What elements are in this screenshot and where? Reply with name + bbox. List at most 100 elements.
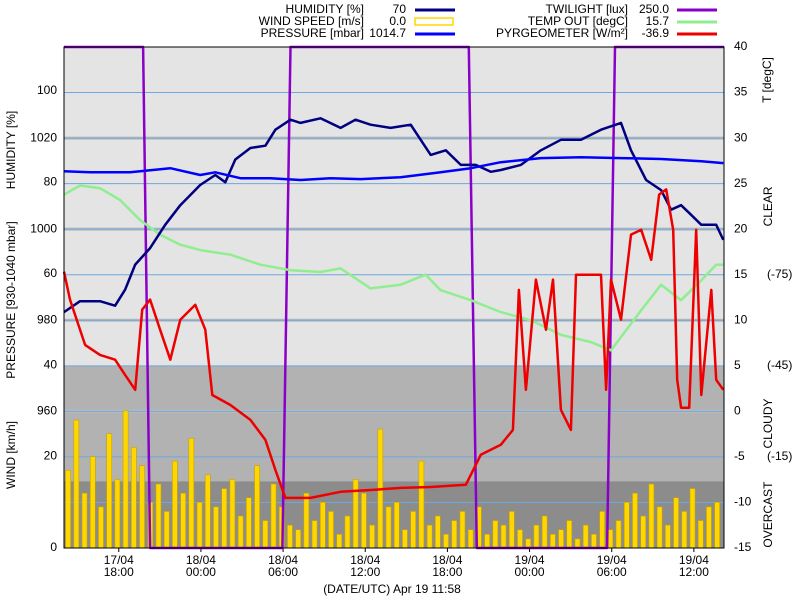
wind-bar [196,501,203,549]
sky-bands [64,47,724,548]
y2-tick-label: -10 [734,495,752,509]
axis-title: T [degC] [760,57,774,103]
wind-bar [558,529,564,549]
wind-bar [344,515,351,549]
y-tick-label: 980 [37,312,57,326]
sky-label: CLEAR [761,186,775,226]
y2-tick-label: 20 [734,221,748,235]
legend-value: 250.0 [639,2,669,16]
y3-tick-label: (-15) [767,449,792,463]
x-tick-label: 18/04 18:00 [432,553,462,579]
wind-bar [81,492,88,549]
legend-label: PRESSURE [mbar] [261,26,364,40]
y2-tick-label: 25 [734,176,748,190]
wind-bar [131,447,137,549]
y-tick-label: 60 [44,266,58,280]
wind-bar [689,488,696,549]
wind-bar [89,456,96,549]
y-tick-label: 40 [44,357,58,371]
wind-bar [188,437,195,549]
wind-bar [221,488,228,549]
wind-bar [262,520,269,549]
wind-bar [550,533,556,549]
legend-label: HUMIDITY [%] [286,2,364,16]
wind-bar [582,524,589,549]
wind-bar [303,492,310,549]
x-tick-label: 17/04 18:00 [104,553,134,579]
wind-bar [287,524,293,549]
legend-value: 0.0 [389,14,406,28]
wind-bar [640,515,647,549]
wind-bar [180,492,186,549]
y2-tick-label: 15 [734,267,748,281]
wind-bar [385,506,392,549]
legend-value: 70 [393,2,407,16]
wind-bar [426,524,433,549]
sky-band [64,47,724,366]
wind-bar [393,501,400,549]
wind-bar [648,483,655,549]
x-tick-label: 18/04 12:00 [350,553,380,579]
wind-bar [673,497,679,549]
wind-bar [319,501,326,549]
legend-swatch [414,17,454,26]
wind-bar [213,506,219,549]
wind-bar [361,492,367,549]
wind-bar [681,511,688,549]
y-tick-label: 100 [37,83,57,97]
labels: CLEARCLOUDYOVERCAST406080100960980100010… [4,2,792,579]
wind-bar [467,529,474,549]
axis-title: WIND [km/h] [4,421,18,489]
x-tick-label: 18/04 00:00 [186,553,216,579]
wind-bar [484,533,490,549]
y2-tick-label: 30 [734,130,748,144]
wind-bar [566,520,573,549]
plot-frame [63,46,725,549]
axis-title: PRESSURE [930-1040 mbar] [4,221,18,378]
wind-bar [204,474,211,549]
y2-tick-label: -15 [734,540,752,554]
wind-bar [270,483,277,549]
wind-bar [492,520,499,549]
wind-bar [623,501,630,549]
wind-bar [139,465,145,549]
series-line [63,117,725,314]
wind-bar [229,479,236,549]
wind-bar [615,520,622,549]
wind-bar [632,492,638,549]
legend-label: TEMP OUT [degC] [528,14,628,28]
legend-label: PYRGEOMETER [W/m²] [496,26,628,40]
wind-bar [533,524,540,549]
y2-tick-label: 35 [734,85,748,99]
x-axis-label: (DATE/UTC) Apr 19 11:58 [323,582,461,596]
series-line [63,184,724,352]
wind-bar [172,460,178,549]
wind-bar [336,533,343,549]
wind-bar [607,529,614,549]
wind-bar [517,529,523,549]
wind-bar [665,524,671,549]
sky-label: CLOUDY [761,399,775,449]
wind-bar [65,469,71,549]
wind-bar [697,520,704,549]
x-tick-label: 18/04 06:00 [268,553,298,579]
y2-tick-label: 0 [734,404,741,418]
wind-bar [418,460,425,549]
wind-bar [525,538,531,549]
wind-bar [114,479,121,549]
wind-bar [706,506,712,549]
grid [64,46,724,552]
sky-band [64,365,724,482]
y2-tick-label: -5 [734,449,745,463]
wind-bar [328,511,334,549]
legend-value: -36.9 [642,26,670,40]
wind-bar [163,511,170,549]
legend-label: TWILIGHT [lux] [546,2,628,16]
wind-bar [500,524,507,549]
y-tick-label: 0 [50,540,57,554]
y3-tick-label: (-75) [767,267,792,281]
wind-bar [656,506,663,549]
wind-bar [443,533,449,549]
y2-tick-label: 10 [734,312,748,326]
